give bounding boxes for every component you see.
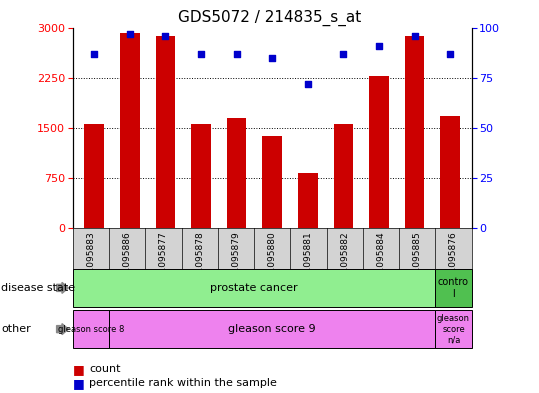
Point — [90, 50, 99, 57]
Text: gleason score 9: gleason score 9 — [229, 324, 316, 334]
Text: GSM1095876: GSM1095876 — [449, 231, 458, 292]
Text: GSM1095885: GSM1095885 — [5, 392, 14, 393]
Text: count: count — [89, 364, 120, 375]
Point — [126, 30, 134, 37]
Bar — [440, 116, 460, 228]
Text: ■: ■ — [73, 363, 85, 376]
Text: GSM1095882: GSM1095882 — [340, 231, 349, 292]
Bar — [227, 118, 246, 228]
Point — [303, 81, 312, 87]
Bar — [405, 36, 424, 228]
Text: gleason score 8: gleason score 8 — [58, 325, 124, 334]
Text: GSM1095886: GSM1095886 — [123, 231, 132, 292]
Text: GSM1095878: GSM1095878 — [0, 392, 8, 393]
Bar — [369, 75, 389, 228]
Point — [197, 50, 205, 57]
Point — [446, 50, 454, 57]
Text: GSM1095877: GSM1095877 — [0, 392, 7, 393]
Text: GSM1095880: GSM1095880 — [268, 231, 277, 292]
Text: prostate cancer: prostate cancer — [210, 283, 298, 293]
Point — [410, 32, 419, 39]
Text: GSM1095884: GSM1095884 — [4, 392, 13, 393]
Text: GSM1095878: GSM1095878 — [195, 231, 204, 292]
Text: GSM1095883: GSM1095883 — [86, 231, 95, 292]
Text: GSM1095885: GSM1095885 — [413, 231, 421, 292]
Text: GSM1095886: GSM1095886 — [0, 392, 6, 393]
Text: GSM1095883: GSM1095883 — [0, 392, 5, 393]
Text: GSM1095882: GSM1095882 — [3, 392, 12, 393]
Text: GSM1095877: GSM1095877 — [159, 231, 168, 292]
Text: gleason
score
n/a: gleason score n/a — [437, 314, 470, 344]
Point — [375, 42, 383, 49]
Text: GDS5072 / 214835_s_at: GDS5072 / 214835_s_at — [178, 10, 361, 26]
Bar — [84, 124, 104, 228]
Bar — [262, 136, 282, 228]
Text: other: other — [1, 324, 31, 334]
Text: GSM1095879: GSM1095879 — [0, 392, 9, 393]
Point — [339, 50, 348, 57]
Text: GSM1095880: GSM1095880 — [1, 392, 10, 393]
Text: GSM1095884: GSM1095884 — [376, 231, 385, 292]
Bar — [156, 35, 175, 228]
Text: GSM1095879: GSM1095879 — [231, 231, 240, 292]
Bar — [334, 124, 353, 228]
Bar — [191, 124, 211, 228]
Text: ■: ■ — [73, 376, 85, 390]
Point — [161, 32, 170, 39]
Point — [232, 50, 241, 57]
Bar — [120, 33, 140, 228]
Text: GSM1095881: GSM1095881 — [2, 392, 11, 393]
Text: GSM1095876: GSM1095876 — [6, 392, 15, 393]
Text: GSM1095881: GSM1095881 — [304, 231, 313, 292]
Bar — [298, 173, 317, 228]
Text: contro
l: contro l — [438, 277, 469, 299]
Point — [268, 55, 277, 61]
Text: disease state: disease state — [1, 283, 75, 293]
Text: percentile rank within the sample: percentile rank within the sample — [89, 378, 277, 388]
